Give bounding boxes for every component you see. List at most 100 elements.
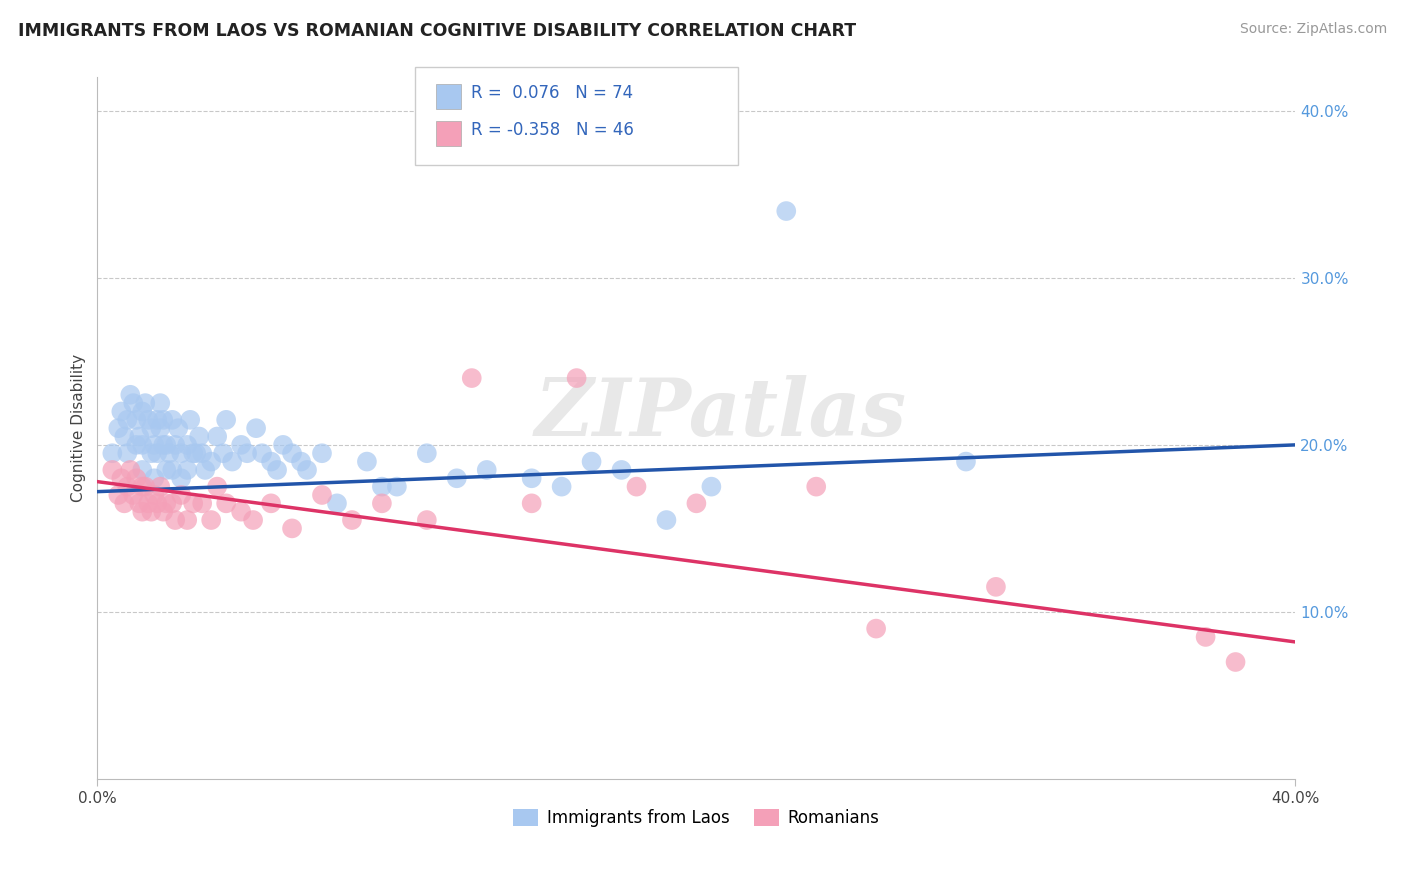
Point [775,204,797,219]
Point [215,413,238,427]
Point [149,396,172,410]
Point [155,438,177,452]
Point [281,521,304,535]
Point [134,396,156,410]
Point [205,480,228,494]
Point [125,438,148,452]
Point [143,488,166,502]
Point [110,404,132,418]
Point [290,454,312,468]
Point [149,421,172,435]
Point [141,505,163,519]
Point [626,480,648,494]
Point [191,496,214,510]
Point [125,413,148,427]
Point [446,471,468,485]
Text: Source: ZipAtlas.com: Source: ZipAtlas.com [1240,22,1388,37]
Text: IMMIGRANTS FROM LAOS VS ROMANIAN COGNITIVE DISABILITY CORRELATION CHART: IMMIGRANTS FROM LAOS VS ROMANIAN COGNITI… [18,22,856,40]
Point [236,446,259,460]
Point [260,496,283,510]
Point [112,429,135,443]
Point [160,496,183,510]
Point [520,496,543,510]
Point [181,496,204,510]
Text: ZIPatlas: ZIPatlas [534,376,907,453]
Point [131,505,153,519]
Point [146,446,169,460]
Point [167,421,190,435]
Point [141,421,163,435]
Point [152,413,174,427]
Point [955,454,977,468]
Point [120,463,142,477]
Point [128,429,150,443]
Point [117,480,139,494]
Point [165,513,187,527]
Point [266,463,288,477]
Point [122,488,145,502]
Point [212,446,235,460]
Point [131,404,153,418]
Point [157,446,180,460]
Point [179,413,201,427]
Point [122,396,145,410]
Point [311,488,333,502]
Point [107,488,129,502]
Point [188,429,211,443]
Point [550,480,572,494]
Point [205,429,228,443]
Point [107,421,129,435]
Point [131,463,153,477]
Point [200,454,222,468]
Point [101,463,124,477]
Point [610,463,633,477]
Point [475,463,498,477]
Point [311,446,333,460]
Point [181,446,204,460]
Point [143,471,166,485]
Point [260,454,283,468]
Point [194,463,217,477]
Point [176,438,198,452]
Point [149,480,172,494]
Point [215,496,238,510]
Point [112,496,135,510]
Point [146,496,169,510]
Legend: Immigrants from Laos, Romanians: Immigrants from Laos, Romanians [506,802,886,834]
Point [271,438,294,452]
Point [170,446,193,460]
Point [984,580,1007,594]
Point [186,446,208,460]
Point [221,454,243,468]
Point [110,471,132,485]
Point [125,471,148,485]
Point [295,463,318,477]
Point [155,496,177,510]
Point [385,480,408,494]
Point [136,413,159,427]
Point [141,446,163,460]
Point [146,413,169,427]
Point [170,471,193,485]
Point [229,505,252,519]
Text: R =  0.076   N = 74: R = 0.076 N = 74 [471,84,633,102]
Point [101,446,124,460]
Point [134,480,156,494]
Point [143,438,166,452]
Point [176,463,198,477]
Point [170,488,193,502]
Point [520,471,543,485]
Point [245,421,267,435]
Point [1194,630,1216,644]
Point [581,454,603,468]
Point [250,446,273,460]
Point [117,413,139,427]
Point [136,496,159,510]
Point [242,513,264,527]
Point [131,438,153,452]
Point [371,480,394,494]
Point [356,454,378,468]
Point [229,438,252,452]
Point [152,438,174,452]
Point [155,463,177,477]
